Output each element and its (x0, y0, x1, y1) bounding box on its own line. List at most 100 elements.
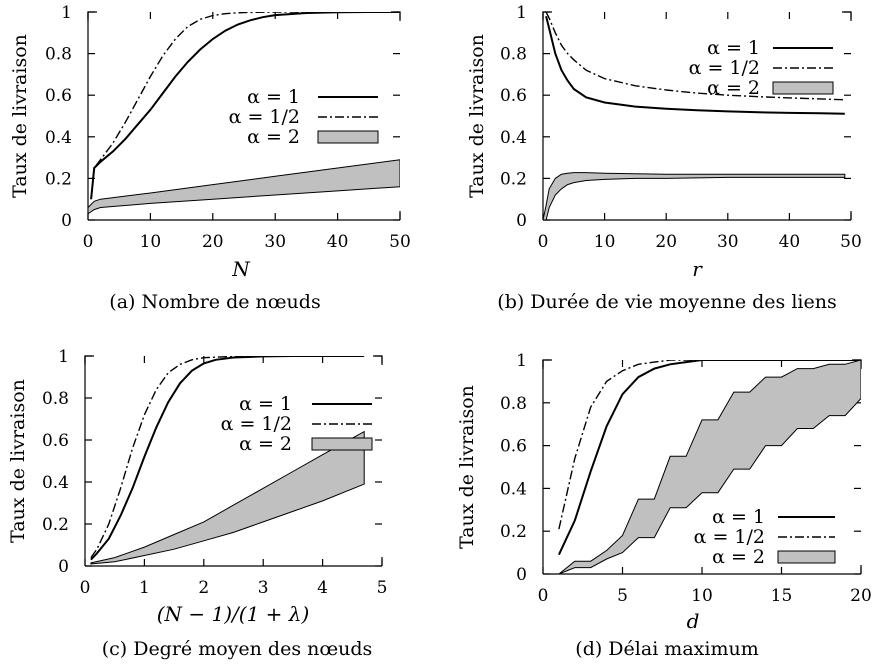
y-tick-label: 1 (516, 3, 527, 23)
x-tick-label: 15 (771, 586, 793, 606)
y-tick-label: 0.8 (500, 45, 527, 65)
plot-area (88, 12, 400, 215)
y-tick-label: 0.4 (45, 128, 72, 148)
y-tick-label: 0.2 (45, 169, 72, 189)
y-axis-label: Taux de livraison (466, 34, 488, 198)
x-tick-label: 5 (377, 578, 388, 598)
series-band-alpha-2 (558, 360, 861, 574)
x-axis-label: d (687, 609, 700, 633)
chart-panel-0: 0 10 20 30 40 50 0 0.2 0.4 0.6 0.8 1 Taux de livrais… (9, 3, 411, 313)
x-tick-label: 20 (202, 232, 224, 252)
y-tick-label: 0.6 (500, 86, 527, 106)
chart-caption: (c) Degré moyen des nœuds (102, 638, 373, 660)
series-line-alpha-half (558, 360, 861, 530)
series-line-alpha-half (90, 12, 400, 200)
x-axis-label: N (231, 257, 251, 281)
legend-label: α = 1 (239, 393, 292, 415)
legend-label: α = 1/2 (229, 106, 300, 128)
x-tick-label: 3 (258, 578, 269, 598)
y-axis-label: Taux de livraison (456, 385, 478, 549)
frame-corner-tl (87, 11, 97, 21)
x-tick-label: 0 (83, 232, 94, 252)
x-tick-label: 2 (198, 578, 209, 598)
x-tick-label: 0 (538, 232, 549, 252)
x-tick-label: 40 (779, 232, 801, 252)
series-line-alpha-half (545, 12, 845, 101)
x-tick-label: 30 (264, 232, 286, 252)
legend-swatch-band (317, 130, 379, 144)
y-tick-label: 0.6 (45, 86, 72, 106)
y-axis-label: Taux de livraison (7, 379, 29, 543)
y-tick-label: 0.8 (500, 394, 527, 414)
chart-caption: (d) Délai maximum (575, 638, 758, 660)
y-tick-label: 0.4 (42, 473, 69, 493)
x-tick-label: 0 (538, 586, 549, 606)
y-tick-label: 0 (516, 211, 527, 231)
legend-swatch-band (311, 437, 373, 451)
y-tick-label: 0.2 (42, 515, 69, 535)
plot-area (557, 360, 861, 574)
x-tick-label: 10 (691, 586, 713, 606)
y-tick-label: 0.8 (45, 45, 72, 65)
frame-corner-tr (391, 11, 401, 21)
legend-label: α = 2 (707, 77, 760, 99)
series-line-alpha-half (90, 356, 365, 559)
x-tick-label: 0 (80, 578, 91, 598)
x-tick-label: 10 (594, 232, 616, 252)
legend-label: α = 2 (712, 546, 765, 568)
series-line-alpha-1 (545, 15, 845, 115)
plot-area (90, 356, 365, 565)
y-tick-label: 0 (61, 211, 72, 231)
y-tick-label: 0 (58, 557, 69, 577)
chart-caption: (a) Nombre de nœuds (109, 291, 320, 313)
legend-swatch-band (777, 550, 836, 564)
y-tick-label: 0.6 (42, 431, 69, 451)
frame-corner-tl (84, 355, 94, 365)
x-tick-label: 50 (389, 232, 411, 252)
legend-label: α = 1/2 (221, 413, 292, 435)
series-band-alpha-2 (543, 172, 846, 220)
series-band-alpha-2 (88, 159, 400, 215)
y-tick-label: 0.4 (500, 479, 527, 499)
chart-caption: (b) Durée de vie moyenne des liens (497, 291, 836, 313)
chart-panel-1: 0 10 20 30 40 50 0 0.2 0.4 0.6 0.8 1 Taux de livrais… (466, 3, 862, 313)
series-line-alpha-1 (90, 12, 400, 200)
chart-panel-3: 0 5 10 15 20 0 0.2 0.4 0.6 0.8 1 Taux de livraison d… (456, 351, 872, 660)
legend-label: α = 2 (239, 433, 292, 455)
legend: α = 1α = 1/2α = 2 (221, 393, 373, 455)
y-tick-label: 0.2 (500, 522, 527, 542)
x-tick-label: 4 (317, 578, 328, 598)
x-tick-label: 10 (140, 232, 162, 252)
y-axis-label: Taux de livraison (9, 34, 31, 198)
legend: α = 1α = 1/2α = 2 (694, 506, 836, 568)
legend-label: α = 1 (712, 506, 765, 528)
legend-swatch-band (772, 81, 834, 95)
series-line-alpha-1 (557, 360, 861, 556)
y-tick-label: 0.2 (500, 169, 527, 189)
frame-corner-tr (842, 11, 852, 21)
frame-corner-tr (373, 355, 383, 365)
y-tick-label: 1 (58, 347, 69, 367)
x-tick-label: 5 (617, 586, 628, 606)
legend-label: α = 1/2 (694, 526, 765, 548)
x-tick-label: 40 (327, 232, 349, 252)
series-band-alpha-2 (90, 430, 365, 565)
legend-label: α = 2 (247, 126, 300, 148)
x-tick-label: 20 (655, 232, 677, 252)
y-tick-label: 0.6 (500, 437, 527, 457)
frame-corner-tl (542, 359, 552, 369)
chart-panel-2: 0 1 2 3 4 5 0 0.2 0.4 0.6 0.8 1 Taux de livraison (N … (7, 347, 387, 660)
legend: α = 1α = 1/2α = 2 (229, 86, 379, 148)
y-tick-label: 1 (61, 3, 72, 23)
y-tick-label: 0.8 (42, 389, 69, 409)
x-axis-label: r (692, 257, 703, 281)
legend-label: α = 1 (247, 86, 300, 108)
x-axis-label: (N − 1)/(1 + λ) (157, 602, 310, 626)
x-tick-label: 50 (840, 232, 862, 252)
y-tick-label: 0 (516, 565, 527, 585)
y-tick-label: 0.4 (500, 128, 527, 148)
legend-label: α = 1/2 (689, 57, 760, 79)
x-tick-label: 20 (850, 586, 872, 606)
legend-label: α = 1 (707, 37, 760, 59)
